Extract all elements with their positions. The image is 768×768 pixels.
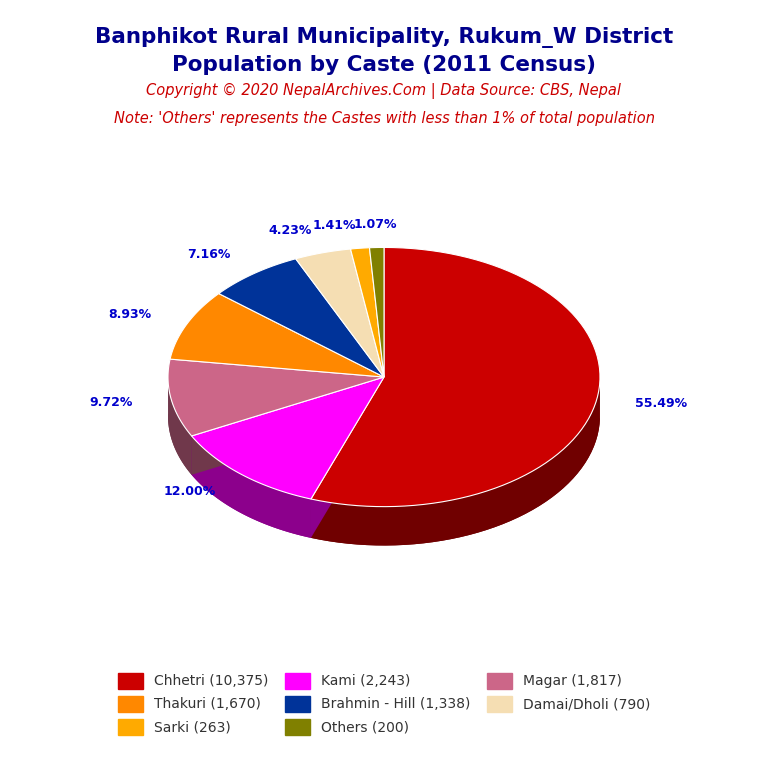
Polygon shape bbox=[170, 293, 384, 377]
Polygon shape bbox=[191, 377, 384, 475]
Text: 9.72%: 9.72% bbox=[89, 396, 133, 409]
Polygon shape bbox=[311, 377, 384, 538]
Text: Copyright © 2020 NepalArchives.Com | Data Source: CBS, Nepal: Copyright © 2020 NepalArchives.Com | Dat… bbox=[147, 83, 621, 99]
Text: Note: 'Others' represents the Castes with less than 1% of total population: Note: 'Others' represents the Castes wit… bbox=[114, 111, 654, 127]
Polygon shape bbox=[191, 377, 384, 499]
Polygon shape bbox=[191, 436, 311, 538]
Polygon shape bbox=[296, 249, 384, 377]
Text: Population by Caste (2011 Census): Population by Caste (2011 Census) bbox=[172, 55, 596, 75]
Polygon shape bbox=[311, 377, 384, 538]
Text: 1.41%: 1.41% bbox=[312, 219, 356, 232]
Polygon shape bbox=[168, 375, 191, 475]
Text: 4.23%: 4.23% bbox=[268, 224, 312, 237]
Polygon shape bbox=[350, 248, 384, 377]
Text: 55.49%: 55.49% bbox=[635, 397, 687, 410]
Text: 1.07%: 1.07% bbox=[354, 217, 397, 230]
Text: Banphikot Rural Municipality, Rukum_W District: Banphikot Rural Municipality, Rukum_W Di… bbox=[95, 27, 673, 48]
Polygon shape bbox=[191, 377, 384, 475]
Text: 7.16%: 7.16% bbox=[187, 248, 230, 261]
Text: 8.93%: 8.93% bbox=[108, 308, 151, 321]
Text: 12.00%: 12.00% bbox=[164, 485, 216, 498]
Polygon shape bbox=[311, 416, 600, 545]
Polygon shape bbox=[311, 379, 600, 545]
Polygon shape bbox=[168, 359, 384, 436]
Polygon shape bbox=[219, 259, 384, 377]
Polygon shape bbox=[311, 247, 600, 507]
Polygon shape bbox=[168, 414, 384, 475]
Polygon shape bbox=[369, 247, 384, 377]
Legend: Chhetri (10,375), Thakuri (1,670), Sarki (263), Kami (2,243), Brahmin - Hill (1,: Chhetri (10,375), Thakuri (1,670), Sarki… bbox=[118, 673, 650, 735]
Polygon shape bbox=[191, 416, 384, 538]
